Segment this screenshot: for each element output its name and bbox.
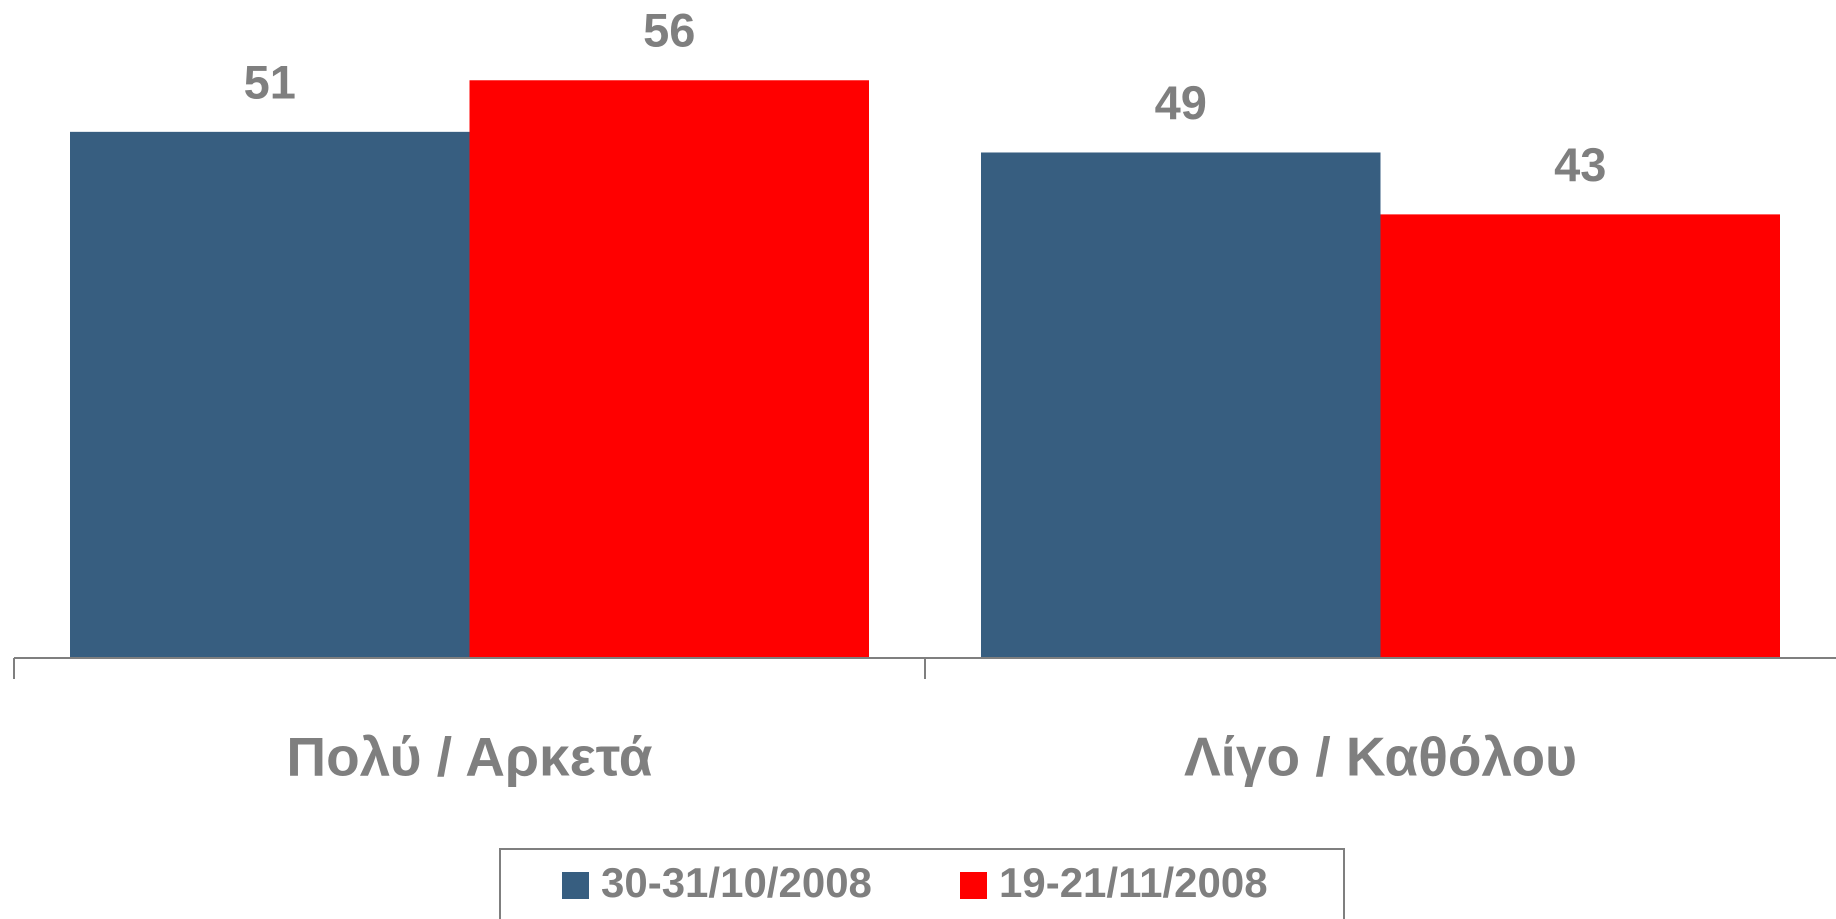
data-label: 56 (643, 4, 695, 57)
legend-box (499, 848, 1345, 919)
data-label: 49 (1155, 76, 1207, 129)
data-label: 43 (1554, 138, 1606, 191)
legend-swatch (562, 872, 589, 899)
bar (469, 80, 869, 659)
x-tick-label: Πολύ / Αρκετά (286, 726, 652, 788)
legend-label: 30-31/10/2008 (601, 859, 872, 906)
x-tick-label: Λίγο / Καθόλου (1184, 726, 1577, 788)
data-label: 51 (244, 55, 296, 108)
bar (70, 131, 470, 659)
legend-swatch (960, 872, 987, 899)
legend-label: 19-21/11/2008 (999, 859, 1268, 906)
bar (981, 152, 1381, 658)
bar (1380, 214, 1780, 658)
